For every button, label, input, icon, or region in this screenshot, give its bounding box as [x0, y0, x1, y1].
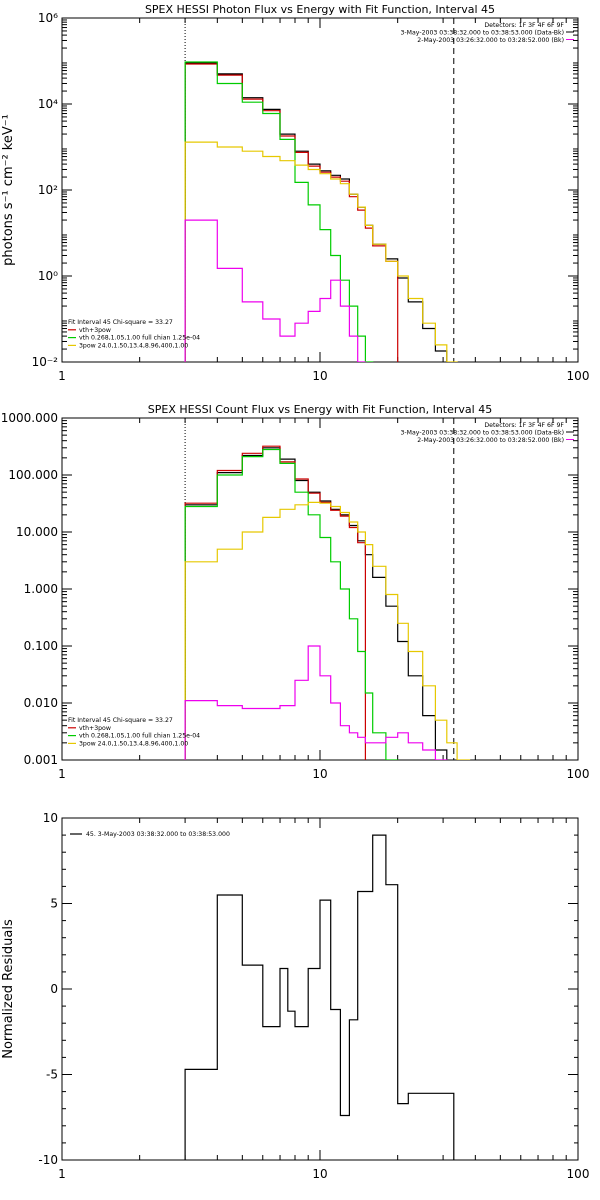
y-tick-label: 1.000 [24, 582, 58, 596]
chart-title: SPEX HESSI Count Flux vs Energy with Fit… [148, 403, 492, 416]
series-step-3 [184, 61, 374, 362]
y-tick-label: 10⁶ [38, 11, 58, 25]
y-tick-label: -10 [38, 1153, 58, 1167]
series-step-1 [184, 447, 448, 760]
plot-area [184, 445, 471, 760]
fit-info-line: 3pow 24.0,1.50,13.4,8.96,400,1.00 [79, 342, 188, 349]
y-tick-label: -5 [46, 1068, 58, 1082]
y-axis-label: Normalized Residuals [1, 919, 16, 1059]
series-step-5 [184, 645, 448, 760]
y-tick-label: 1000.000 [1, 411, 58, 425]
fit-info-line: vth 0.268,1.05,1.00 full chian 1.25e-04 [79, 335, 200, 342]
y-tick-label: 100.000 [8, 468, 58, 482]
y-tick-label: 5 [50, 897, 58, 911]
plot-frame [61, 817, 579, 1161]
y-tick-label: 0.001 [24, 753, 58, 767]
series-step-4 [184, 141, 458, 362]
plot-area [184, 61, 458, 362]
x-tick-label: 1 [58, 767, 66, 781]
header-line: 3-May-2003 03:38:32.000 to 03:38:53.000 … [401, 30, 565, 37]
fit-info-line: Fit Interval 45 Chi-square = 33.27 [68, 319, 173, 326]
header-line: 2-May-2003 03:26:32.000 to 03:28:52.000 … [417, 437, 564, 444]
y-tick-label: 0.010 [24, 696, 58, 710]
y-tick-label: 0.100 [24, 639, 58, 653]
chart-panel-3: 1 10 100 -10 -5 0 5 10 Normalized Residuals 45. 3… [1, 811, 589, 1181]
chart-panel-1: SPEX HESSI Photon Flux vs Energy with Fi… [1, 3, 589, 383]
fit-info-line: Fit Interval 45 Chi-square = 33.27 [68, 717, 173, 724]
y-tick-label: 10.000 [16, 525, 58, 539]
series-step-2 [184, 63, 399, 362]
x-tick-label: 1 [58, 369, 66, 383]
fit-info-line: 3pow 24.0,1.50,13.4,8.96,400,1.00 [79, 740, 188, 747]
header-line: Detectors: 1F 3F 4F 6F 9F [484, 22, 564, 29]
y-tick-label: 0 [50, 982, 58, 996]
series-step-2 [184, 445, 366, 760]
x-tick-label: 100 [567, 767, 590, 781]
x-tick-label: 100 [567, 1167, 590, 1181]
x-tick-label: 10 [312, 1167, 327, 1181]
chart-title: SPEX HESSI Photon Flux vs Energy with Fi… [145, 3, 495, 16]
series-step-5 [184, 219, 366, 362]
y-tick-label: 10² [38, 183, 58, 197]
plot-frame [61, 417, 579, 761]
x-tick-label: 1 [58, 1167, 66, 1181]
y-tick-label: 10⁰ [38, 269, 58, 283]
y-tick-label: 10⁻² [32, 355, 59, 369]
chart-panel-2: SPEX HESSI Count Flux vs Energy with Fit… [1, 403, 590, 781]
y-tick-label: 10 [43, 811, 58, 825]
plot-area [184, 834, 455, 1160]
y-axis-label: photons s⁻¹ cm⁻² keV⁻¹ [1, 114, 16, 266]
series-step-1 [184, 62, 448, 362]
legend-label: 45. 3-May-2003 03:38:32.000 to 03:38:53.… [86, 831, 230, 838]
header-line: Detectors: 1F 3F 4F 6F 9F [484, 422, 564, 429]
x-tick-label: 10 [312, 767, 327, 781]
series-step-1 [184, 834, 455, 1160]
fit-info-line: vth 0.268,1.05,1.00 full chian 1.25e-04 [79, 733, 200, 740]
x-tick-label: 10 [312, 369, 327, 383]
fit-info-line: vth+3pow [79, 725, 111, 732]
y-tick-label: 10⁴ [38, 97, 58, 111]
series-step-3 [184, 448, 399, 760]
header-line: 2-May-2003 03:26:32.000 to 03:28:52.000 … [417, 37, 564, 44]
series-step-4 [184, 501, 471, 760]
header-line: 3-May-2003 03:38:32.000 to 03:38:53.000 … [401, 430, 565, 437]
x-tick-label: 100 [567, 369, 590, 383]
fit-info-line: vth+3pow [79, 327, 111, 334]
